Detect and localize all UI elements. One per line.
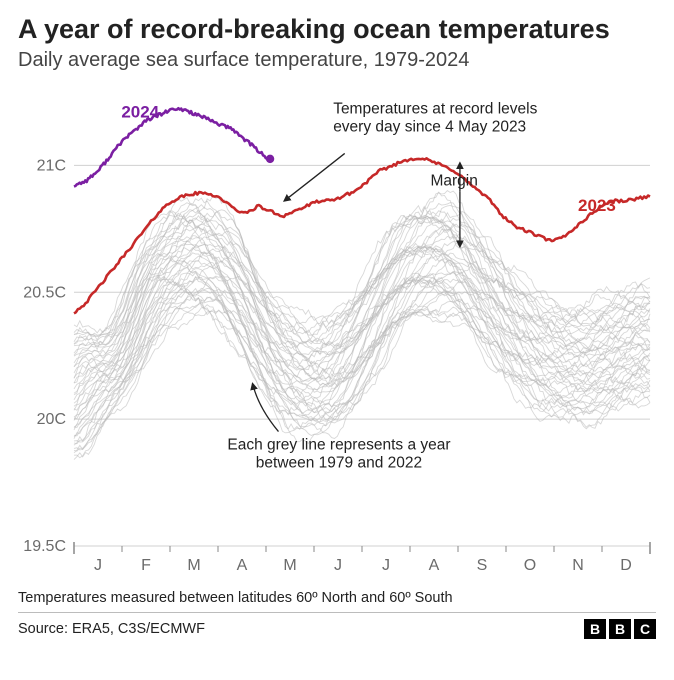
bbc-b1: B xyxy=(584,619,606,639)
svg-text:M: M xyxy=(187,557,200,574)
svg-text:A: A xyxy=(237,557,248,574)
svg-text:21C: 21C xyxy=(37,157,66,174)
line-chart: 19.5C 20C 20.5C 21C J F M A M J J A S O N D 2024 2023 Temp… xyxy=(18,82,656,582)
label-2024: 2024 xyxy=(121,102,159,121)
svg-text:D: D xyxy=(620,557,632,574)
bbc-logo: B B C xyxy=(584,619,656,639)
svg-text:O: O xyxy=(524,557,536,574)
svg-text:20.5C: 20.5C xyxy=(23,284,66,301)
svg-text:M: M xyxy=(283,557,296,574)
chart-svg: 19.5C 20C 20.5C 21C J F M A M J J A S O N D 2024 2023 Temp… xyxy=(18,82,656,582)
label-2023: 2023 xyxy=(578,196,616,215)
svg-text:J: J xyxy=(382,557,390,574)
series-2024 xyxy=(74,108,270,186)
annotation-record-text: Temperatures at record levels xyxy=(333,100,537,117)
annotation-grey-arrow xyxy=(253,384,279,432)
svg-text:F: F xyxy=(141,557,151,574)
svg-text:S: S xyxy=(477,557,488,574)
bbc-b2: B xyxy=(609,619,631,639)
chart-footnote: Temperatures measured between latitudes … xyxy=(18,590,656,606)
series-2024-end-dot xyxy=(266,155,274,163)
svg-text:N: N xyxy=(572,557,584,574)
annotation-margin-text: Margin xyxy=(430,173,477,190)
chart-subtitle: Daily average sea surface temperature, 1… xyxy=(18,49,656,72)
svg-text:19.5C: 19.5C xyxy=(23,538,66,555)
chart-title: A year of record-breaking ocean temperat… xyxy=(18,14,656,45)
svg-text:J: J xyxy=(334,557,342,574)
annotation-grey-text: Each grey line represents a year xyxy=(227,437,450,454)
annotation-record-text: every day since 4 May 2023 xyxy=(333,118,526,135)
svg-text:20C: 20C xyxy=(37,411,66,428)
annotation-record-arrow xyxy=(284,153,344,201)
source-text: Source: ERA5, C3S/ECMWF xyxy=(18,621,205,637)
bbc-c: C xyxy=(634,619,656,639)
annotation-grey-text: between 1979 and 2022 xyxy=(256,455,422,472)
svg-text:J: J xyxy=(94,557,102,574)
svg-text:A: A xyxy=(429,557,440,574)
